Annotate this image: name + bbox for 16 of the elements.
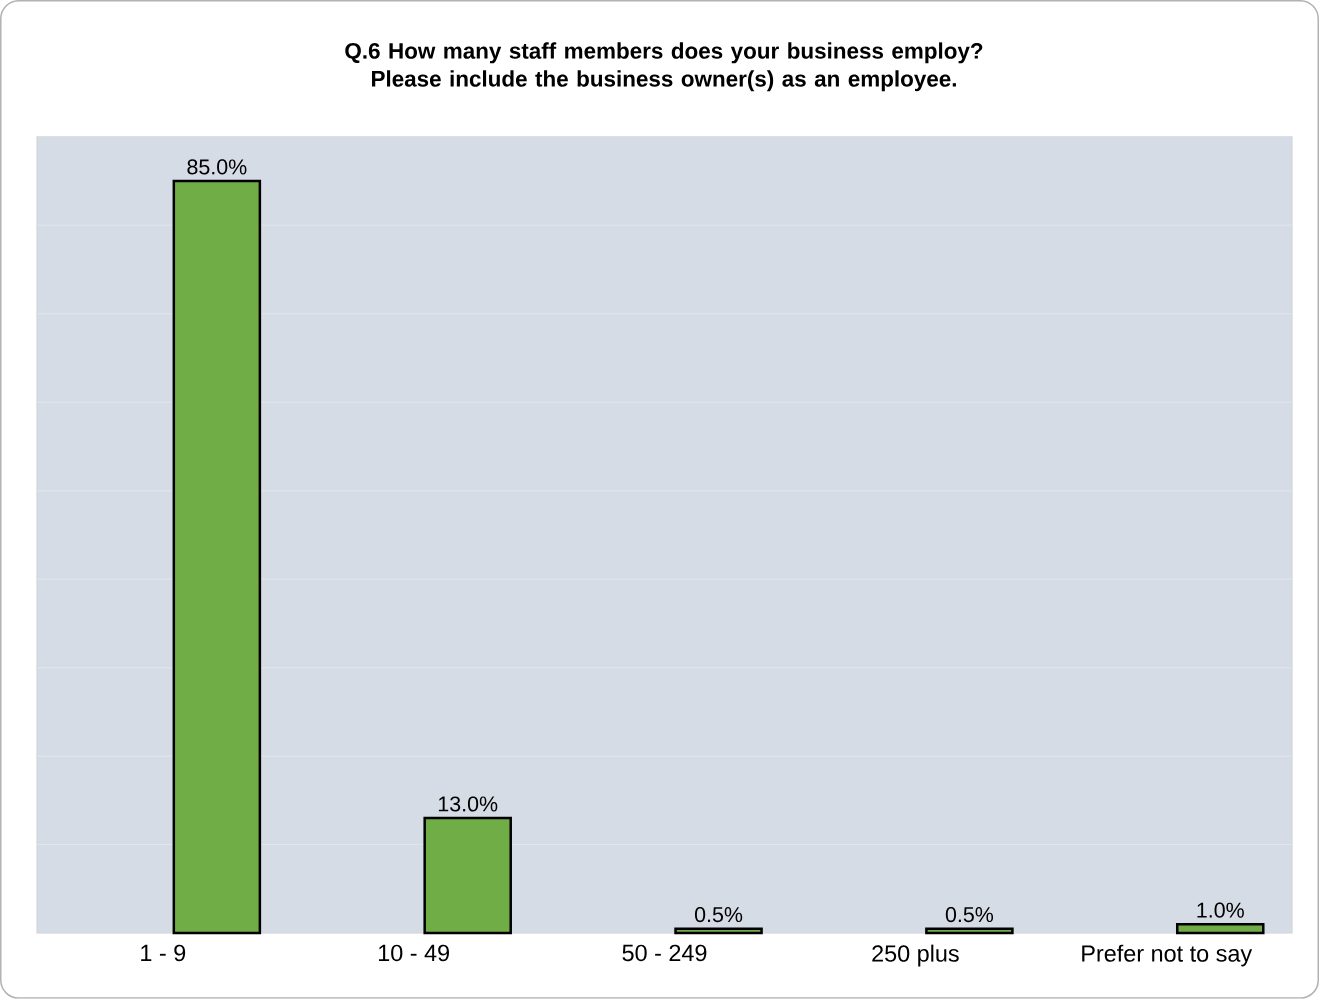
bar bbox=[674, 927, 763, 935]
bar bbox=[925, 927, 1014, 935]
data-label: 85.0% bbox=[187, 159, 247, 175]
data-label: 0.5% bbox=[945, 907, 994, 923]
x-tick-label: 10 - 49 bbox=[379, 944, 449, 962]
data-label: 13.0% bbox=[438, 796, 498, 812]
x-tick-label: 250 plus bbox=[872, 944, 959, 967]
data-label: 1.0% bbox=[1197, 902, 1244, 918]
bar bbox=[1175, 923, 1265, 935]
x-tick-label: 50 - 249 bbox=[622, 944, 707, 962]
bar bbox=[423, 816, 512, 935]
bar bbox=[172, 179, 262, 935]
chart-title: Q.6 How many staff members does your business employ? Please include the business owner(s) as an employee. bbox=[345, 42, 983, 92]
x-tick-label: Prefer not to say bbox=[1082, 944, 1253, 967]
data-label: 0.5% bbox=[694, 907, 743, 923]
x-tick-label: 1 - 9 bbox=[141, 944, 186, 962]
